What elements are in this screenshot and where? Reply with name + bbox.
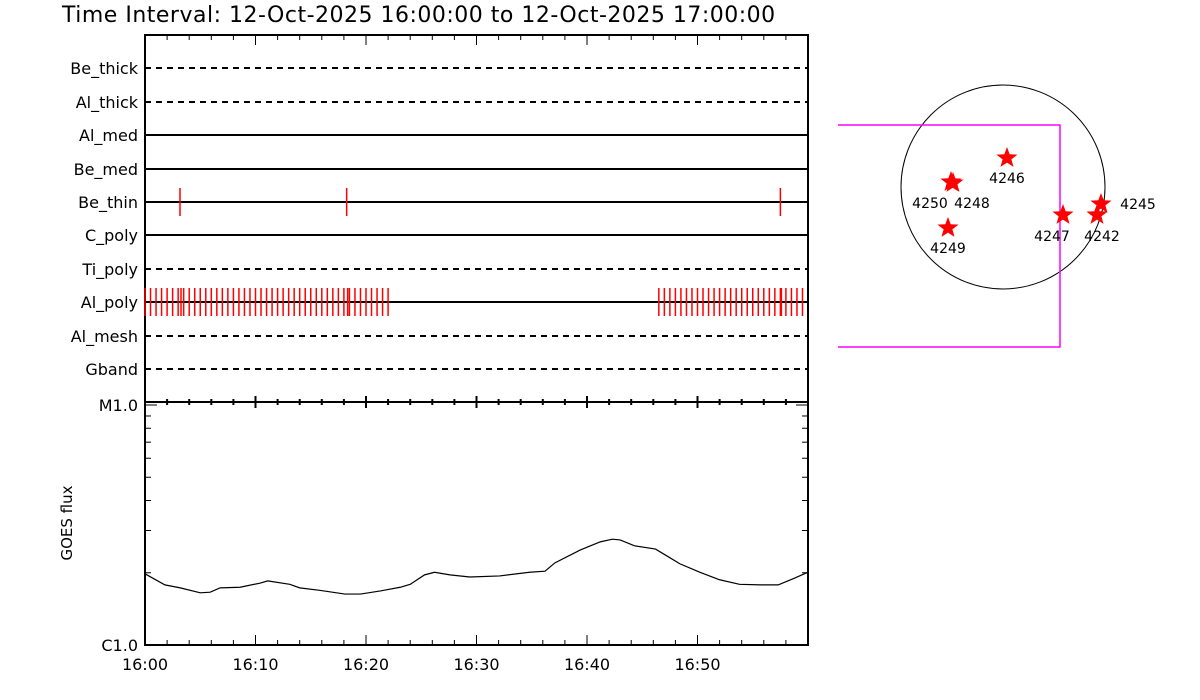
- active-region-label: 4246: [989, 171, 1025, 187]
- row-al_med: Al_med: [79, 126, 808, 146]
- active-region-label: 4250: [912, 196, 948, 212]
- row-al_thick: Al_thick: [76, 93, 808, 113]
- x-tick-label: 16:20: [343, 655, 389, 674]
- row-be_thick: Be_thick: [70, 59, 808, 79]
- row-be_med: Be_med: [74, 160, 808, 180]
- row-ti_poly: Ti_poly: [81, 260, 808, 280]
- row-label: Al_med: [79, 126, 138, 146]
- timeline-frame: [144, 34, 809, 403]
- row-label: Al_poly: [81, 293, 138, 313]
- row-label: Be_thin: [78, 193, 138, 213]
- active-region-label: 4242: [1084, 229, 1120, 245]
- active-region-star: [937, 217, 959, 237]
- row-al_poly: Al_poly: [81, 288, 808, 316]
- active-region-label: 4248: [954, 196, 990, 212]
- row-label: Be_thick: [70, 59, 138, 79]
- row-be_thin: Be_thin: [78, 188, 808, 216]
- row-label: Al_mesh: [71, 327, 138, 347]
- x-tick-label: 16:40: [564, 655, 610, 674]
- active-region-star: [1086, 204, 1108, 224]
- title: Time Interval: 12-Oct-2025 16:00:00 to 1…: [62, 3, 776, 28]
- y-tick-label: C1.0: [101, 636, 138, 655]
- row-label: Ti_poly: [81, 260, 138, 280]
- active-region-star: [1052, 204, 1074, 224]
- goes-frame: [144, 401, 809, 646]
- active-region-label: 4247: [1034, 229, 1070, 245]
- y-tick-label: M1.0: [99, 396, 138, 415]
- goes-flux-line: [144, 538, 809, 595]
- solar-disk: [900, 84, 1106, 290]
- row-gband: Gband: [85, 360, 808, 379]
- y-axis-label: GOES flux: [58, 485, 76, 560]
- x-tick-label: 16:50: [674, 655, 720, 674]
- row-al_mesh: Al_mesh: [71, 327, 808, 347]
- row-label: C_poly: [85, 226, 138, 246]
- x-tick-label: 16:10: [232, 655, 278, 674]
- x-tick-label: 16:30: [453, 655, 499, 674]
- row-label: Be_med: [74, 160, 138, 180]
- row-c_poly: C_poly: [85, 226, 808, 246]
- active-region-star: [1090, 193, 1112, 213]
- xrt-field-of-view: [838, 124, 1061, 348]
- active-region-star: [996, 147, 1018, 167]
- active-region-star: [942, 172, 964, 192]
- x-tick-label: 16:00: [122, 655, 168, 674]
- row-label: Al_thick: [76, 93, 139, 113]
- row-label: Gband: [85, 360, 138, 379]
- active-region-label: 4249: [930, 241, 966, 257]
- active-region-label: 4245: [1120, 197, 1156, 213]
